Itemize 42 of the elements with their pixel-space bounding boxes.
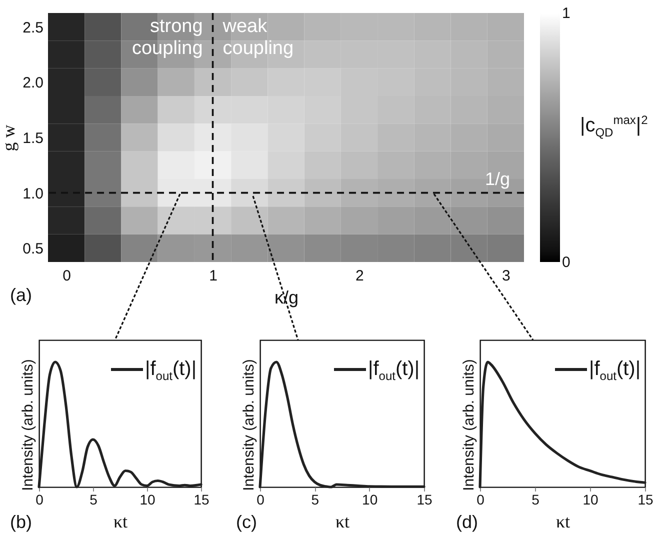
y-tick-label: 2.5 <box>22 19 44 36</box>
x-tick-label: 10 <box>362 492 378 508</box>
x-tick-label: 10 <box>582 492 598 508</box>
x-tick-label: 3 <box>502 268 510 284</box>
x-tick-label: 0 <box>476 492 485 508</box>
legend-label: |f$_{out}$(t)| <box>144 358 197 383</box>
color-bar-label: 1 <box>562 5 570 22</box>
x-axis-title: κt <box>113 512 128 532</box>
y-axis-title: Intensity (arb. units) <box>460 359 478 491</box>
annotation: weak coupling <box>222 16 294 59</box>
annotation: strong coupling <box>132 16 203 59</box>
color-bar-label: 0 <box>562 254 570 271</box>
y-tick-label: 1.5 <box>22 130 44 147</box>
x-tick-label: 0 <box>62 268 71 284</box>
y-tick-label: 2.0 <box>22 74 44 92</box>
x-tick-label: 5 <box>311 492 320 508</box>
x-axis-title: κ/g <box>274 288 299 308</box>
x-tick-label: 2 <box>356 268 364 284</box>
y-axis-title: Intensity (arb. units) <box>20 359 36 491</box>
x-tick-label: 1 <box>209 268 218 284</box>
x-tick-label: 5 <box>90 492 98 508</box>
x-tick-label: 0 <box>256 492 265 508</box>
x-axis-title: κt <box>335 512 350 532</box>
x-tick-label: 10 <box>140 492 156 508</box>
y-axis-title: g w <box>0 124 18 152</box>
text: (b) <box>10 512 32 533</box>
x-axis-title: κt <box>556 512 570 532</box>
y-axis-title: Intensity (arb. units) <box>240 359 258 491</box>
ref-line-label: 1/g <box>484 168 510 189</box>
legend-label: |f$_{out}$(t)| <box>367 358 420 383</box>
legend-label: |f$_{out}$(t)| <box>588 358 641 383</box>
y-tick-label: 0.5 <box>22 240 44 258</box>
text: (a) <box>10 285 32 306</box>
y-tick-label: 1.0 <box>22 185 44 202</box>
text: (d) <box>456 512 478 533</box>
x-tick-label: 15 <box>638 492 654 508</box>
x-tick-label: 0 <box>36 492 44 508</box>
text: (c) <box>236 512 257 533</box>
color-bar-title: |c$_{QD}$$^{max}$|$^{2}$ <box>580 113 648 140</box>
x-tick-label: 15 <box>416 492 432 508</box>
x-tick-label: 15 <box>194 492 210 508</box>
x-tick-label: 5 <box>532 492 540 508</box>
